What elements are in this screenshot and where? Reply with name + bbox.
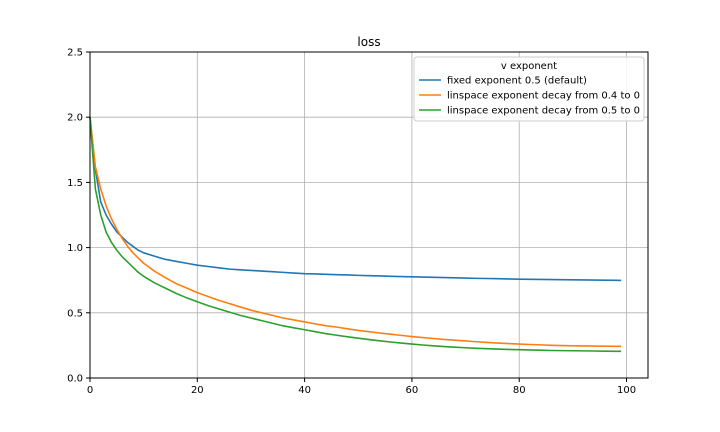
series-line-3 — [89, 117, 622, 353]
plot-frame — [89, 51, 649, 379]
y-tick-label: 2.5 — [67, 48, 83, 59]
y-tick-label: 2.0 — [67, 113, 83, 124]
series-lines — [89, 117, 622, 353]
legend-box — [413, 56, 645, 122]
legend: v exponent fixed exponent 0.5 (default) l… — [413, 56, 645, 122]
x-tick-label: 60 — [406, 385, 419, 396]
x-tick-label: 80 — [513, 385, 526, 396]
legend-label-1: fixed exponent 0.5 (default) — [447, 76, 587, 87]
x-tick-label: 0 — [87, 385, 93, 396]
y-tick-label: 0.5 — [67, 308, 83, 319]
series-line-1 — [89, 117, 622, 282]
x-tick-label: 20 — [191, 385, 204, 396]
legend-title: v exponent — [501, 61, 557, 72]
chart-title: loss — [357, 35, 380, 49]
series-line-2 — [89, 117, 622, 348]
axis-ticks: 0 20 40 60 80 100 0.0 0.5 1.0 1.5 2.0 2.5 — [67, 48, 636, 397]
x-tick-label: 100 — [617, 385, 636, 396]
legend-label-3: linspace exponent decay from 0.5 to 0 — [447, 106, 640, 117]
x-tick-label: 40 — [298, 385, 311, 396]
y-tick-label: 1.5 — [67, 178, 83, 189]
y-tick-label: 0.0 — [67, 374, 83, 385]
y-tick-label: 1.0 — [67, 243, 83, 254]
legend-label-2: linspace exponent decay from 0.4 to 0 — [447, 91, 640, 102]
